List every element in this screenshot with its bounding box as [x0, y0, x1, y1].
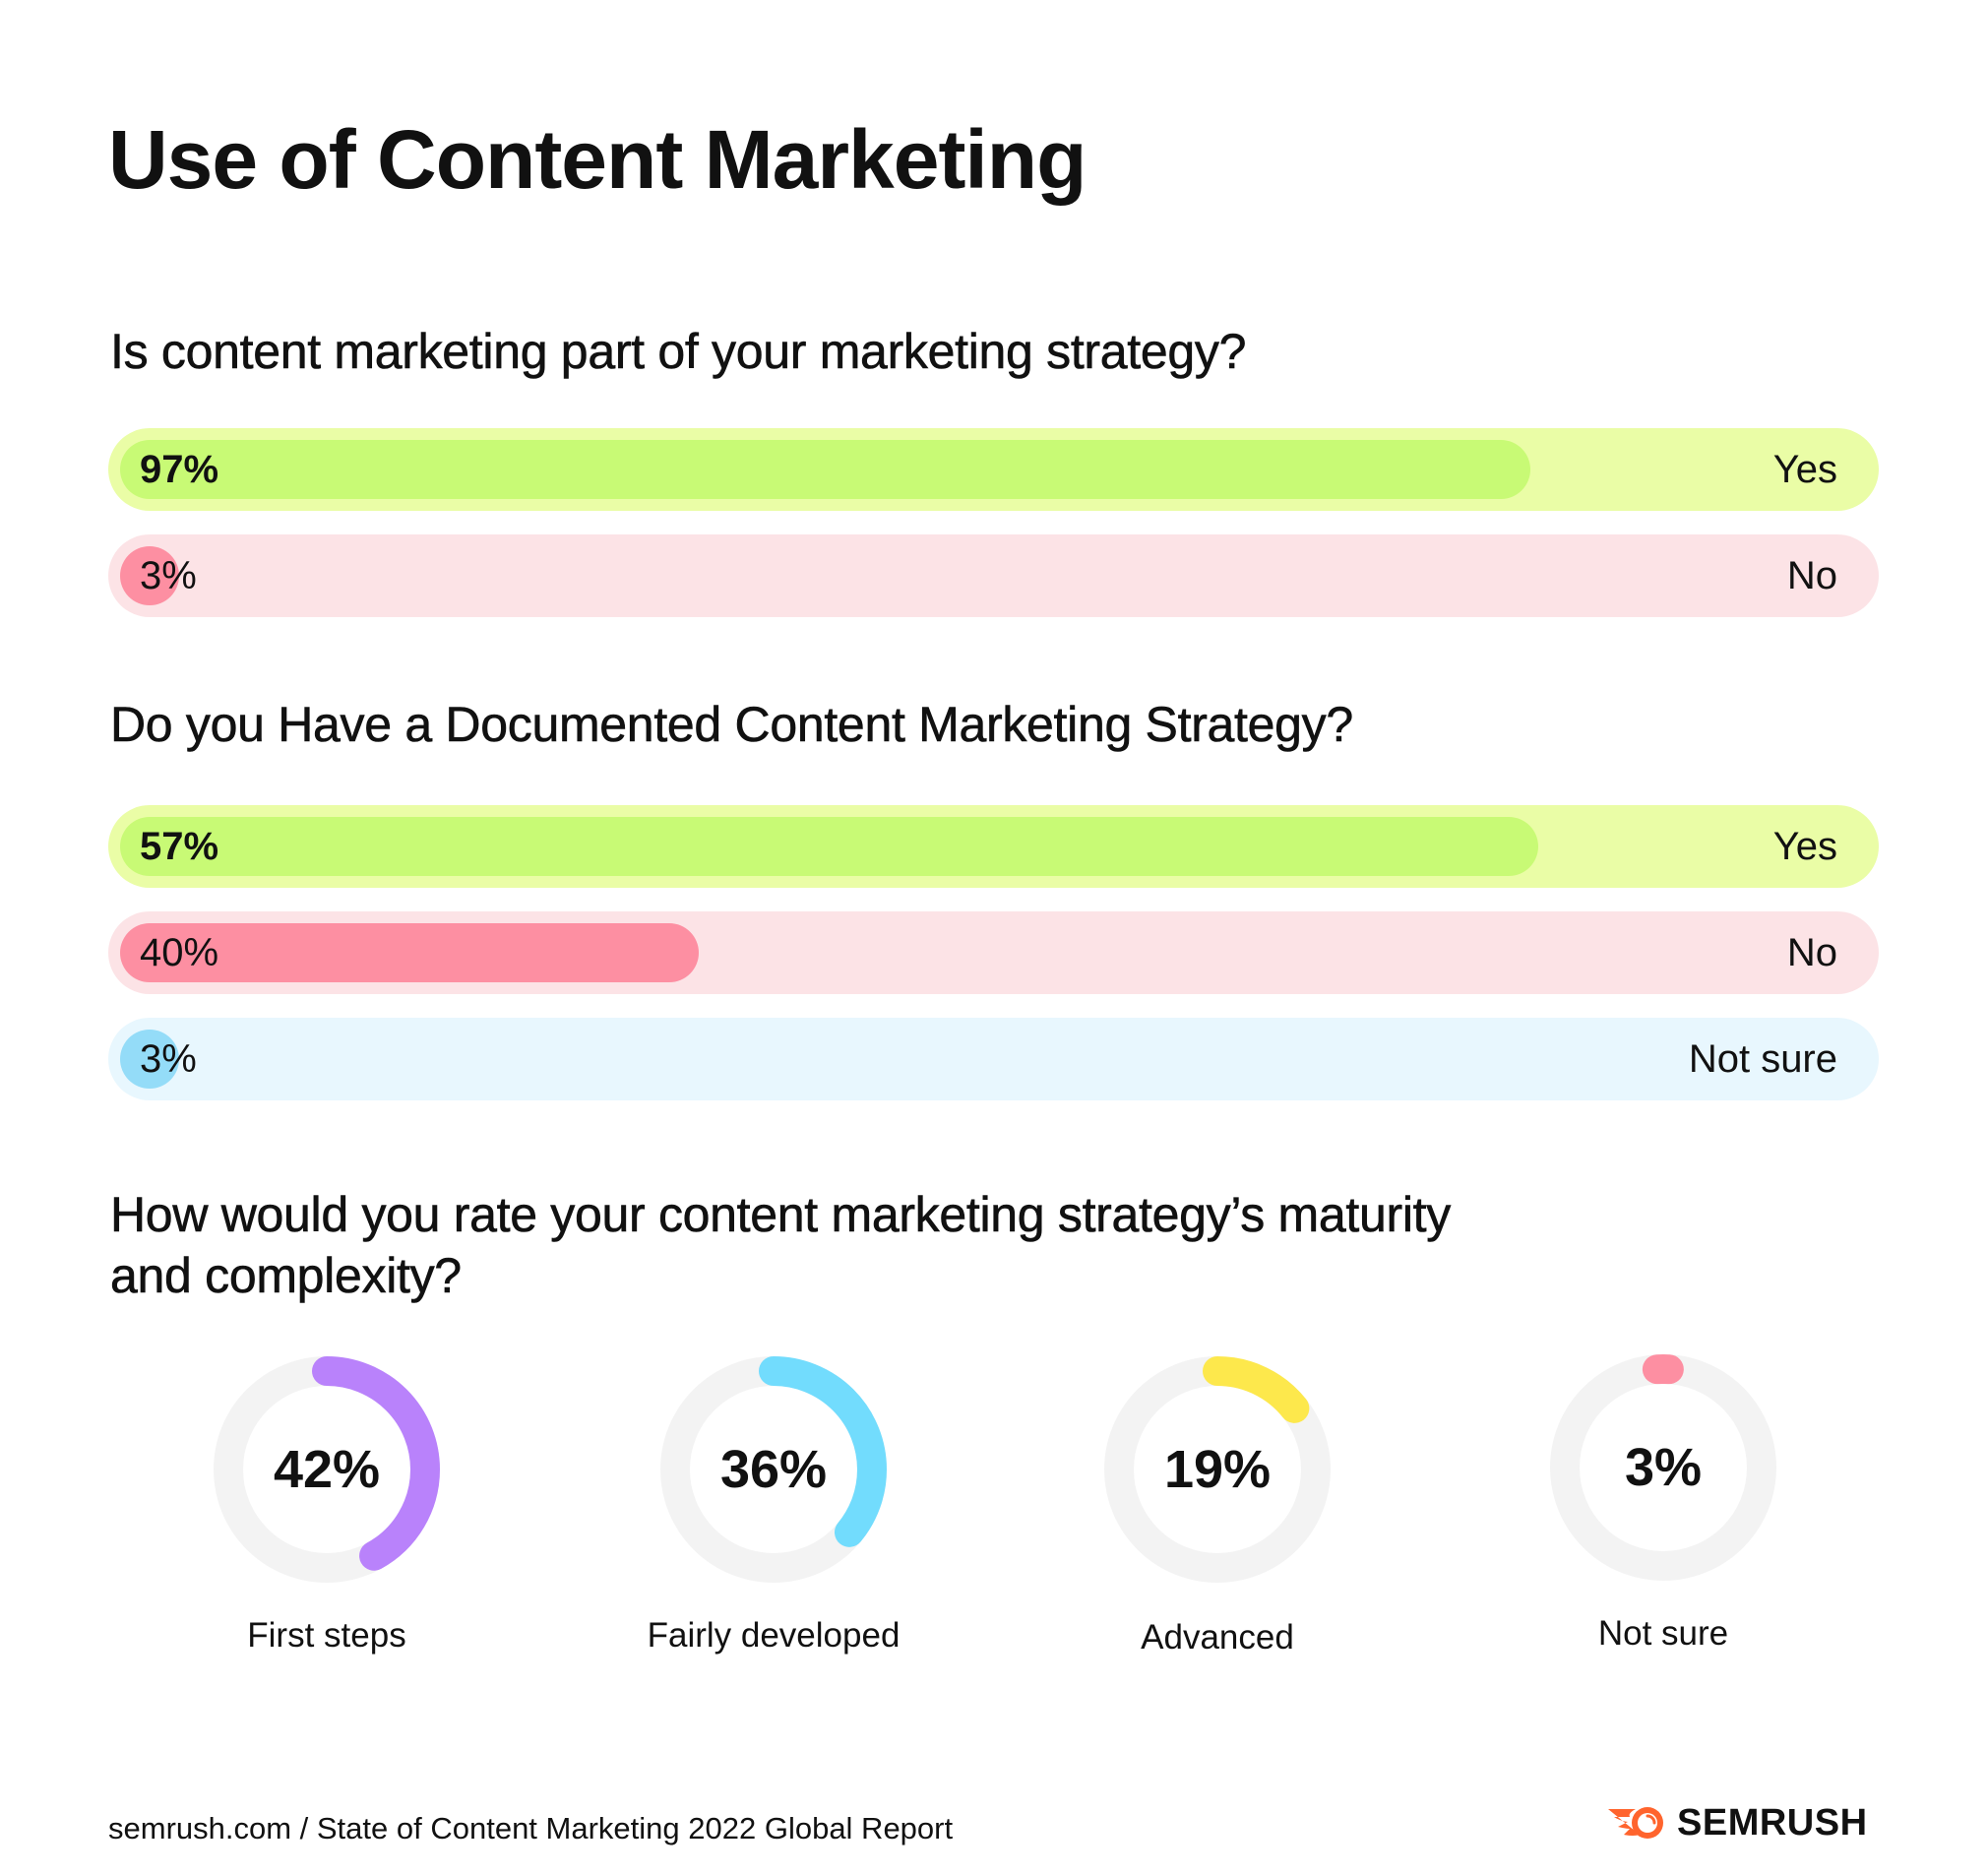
donut-fairly-developed: 36%: [655, 1351, 892, 1588]
bar-answer-label: Yes: [1772, 448, 1837, 491]
bar-fill: [120, 440, 1530, 499]
semrush-fireball-icon: [1608, 1807, 1663, 1839]
heading-line-1: How would you rate your content marketin…: [110, 1187, 1452, 1243]
bar-q1-yes: 97% Yes: [108, 428, 1879, 511]
bar-percentage: 40%: [140, 931, 219, 974]
bar-q2-no: 40% No: [108, 911, 1879, 994]
bar-fill: [120, 923, 699, 982]
donut-label: Advanced: [1141, 1618, 1294, 1657]
donut-label: Not sure: [1597, 1614, 1729, 1653]
donut-label: Fairly developed: [647, 1616, 901, 1655]
semrush-wordmark: SEMRUSH: [1677, 1801, 1868, 1844]
donut-ring-icon: [660, 1356, 887, 1583]
bar-answer-label: Not sure: [1688, 1037, 1837, 1081]
bar-q2-yes: 57% Yes: [108, 805, 1879, 888]
bar-percentage: 97%: [140, 448, 219, 491]
donut-first-steps: 42%: [209, 1351, 445, 1588]
bar-fill: [120, 1030, 179, 1089]
bar-answer-label: No: [1786, 931, 1837, 974]
donut-value: 42%: [273, 1440, 381, 1499]
bar-percentage: 3%: [140, 554, 197, 597]
semrush-logo: SEMRUSH: [1606, 1801, 1868, 1845]
question-1-heading: Is content marketing part of your market…: [110, 324, 1247, 380]
bar-answer-label: Yes: [1772, 825, 1837, 868]
donut-not-sure: 3%: [1545, 1349, 1781, 1586]
question-3-heading: How would you rate your content marketin…: [110, 1184, 1452, 1306]
heading-line-2: and complexity?: [110, 1248, 463, 1304]
source-citation: semrush.com / State of Content Marketing…: [108, 1811, 954, 1845]
donut-ring-icon: [1550, 1354, 1776, 1581]
page-title: Use of Content Marketing: [108, 113, 1087, 206]
donut-value: 36%: [719, 1440, 828, 1499]
question-2-heading: Do you Have a Documented Content Marketi…: [110, 697, 1354, 753]
bar-percentage: 57%: [140, 825, 219, 868]
bar-answer-label: No: [1786, 554, 1837, 597]
donut-value: 3%: [1624, 1438, 1703, 1497]
bar-percentage: 3%: [140, 1037, 197, 1081]
donut-advanced: 19%: [1099, 1351, 1336, 1588]
donut-label: First steps: [247, 1616, 406, 1655]
bar-q1-no: 3% No: [108, 534, 1879, 617]
donut-value: 19%: [1163, 1440, 1272, 1499]
donut-ring-icon: [214, 1356, 440, 1583]
bar-fill: [120, 817, 1538, 876]
bar-fill: [120, 546, 179, 605]
bar-q2-not-sure: 3% Not sure: [108, 1018, 1879, 1100]
donut-ring-icon: [1104, 1356, 1331, 1583]
